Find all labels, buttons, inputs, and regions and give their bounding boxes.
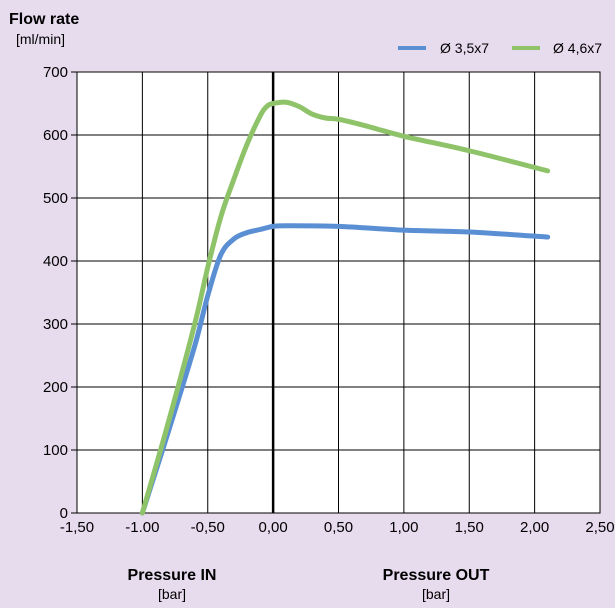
series-line-1	[139, 223, 551, 516]
tick-labels: 0 100 200 300 400 500 600 700 -1,50 -1.00 -0,50 0,0…	[43, 64, 615, 536]
y-tick-label: 600	[43, 127, 68, 144]
x-tick-label: -1,50	[60, 519, 94, 536]
x-tick-label: 1,00	[389, 519, 418, 536]
y-axis-unit: [ml/min]	[16, 31, 65, 47]
legend: Ø 3,5x7 Ø 4,6x7	[398, 40, 602, 56]
x-tick-label: 0,50	[324, 519, 353, 536]
x-tick-label: 1,50	[455, 519, 484, 536]
x-axis-left-unit: [bar]	[158, 586, 186, 602]
series-line-2	[139, 99, 551, 516]
grid-lines	[71, 71, 601, 514]
y-tick-label: 200	[43, 379, 68, 396]
y-tick-label: 300	[43, 316, 68, 333]
y-axis-title: Flow rate	[9, 11, 79, 28]
x-tick-label: -1.00	[125, 519, 159, 536]
legend-label-series-2: Ø 4,6x7	[553, 40, 602, 56]
x-axis-right-title: Pressure OUT	[383, 567, 490, 584]
legend-label-series-1: Ø 3,5x7	[440, 40, 489, 56]
x-tick-label: 2,50	[585, 519, 614, 536]
x-tick-label: 0,00	[259, 519, 288, 536]
y-tick-label: 0	[60, 505, 68, 522]
y-tick-label: 100	[43, 442, 68, 459]
y-tick-label: 400	[43, 253, 68, 270]
y-tick-label: 500	[43, 190, 68, 207]
x-axis-left-title: Pressure IN	[128, 567, 217, 584]
x-tick-label: -0,50	[191, 519, 225, 536]
x-axis-right-unit: [bar]	[422, 586, 450, 602]
x-tick-label: 2,00	[520, 519, 549, 536]
series-lines	[139, 99, 551, 516]
y-tick-label: 700	[43, 64, 68, 81]
plot-border	[76, 71, 601, 514]
